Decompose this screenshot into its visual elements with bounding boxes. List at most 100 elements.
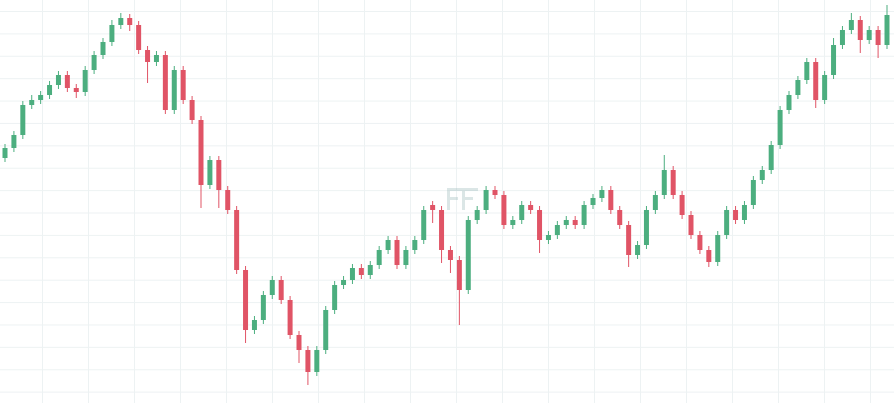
candle-body xyxy=(786,95,792,110)
candle-body xyxy=(465,220,471,290)
candle-body xyxy=(109,25,115,42)
candle-body xyxy=(741,205,747,220)
watermark-logo xyxy=(447,188,478,210)
candle-body xyxy=(367,265,373,275)
candle-body xyxy=(866,30,872,40)
candle-body xyxy=(189,100,195,120)
candle-body xyxy=(376,250,382,265)
candle-body xyxy=(269,280,275,295)
candle-body xyxy=(251,320,257,330)
candle-body xyxy=(91,55,97,70)
candle-body xyxy=(118,18,124,25)
candle-body xyxy=(136,25,142,50)
candle-body xyxy=(608,190,614,210)
candle-body xyxy=(341,280,347,285)
candle-body xyxy=(403,250,409,265)
candle-body xyxy=(430,205,436,210)
candle-body xyxy=(750,180,756,205)
candle-body xyxy=(447,250,453,260)
candle-body xyxy=(528,205,534,210)
candle-body xyxy=(243,270,249,330)
candle-body xyxy=(38,95,44,100)
candle-body xyxy=(706,250,712,262)
candle-body xyxy=(715,235,721,262)
candle-body xyxy=(314,350,320,372)
candle-body xyxy=(813,62,819,100)
candle-body xyxy=(421,210,427,240)
candle-body xyxy=(394,240,400,265)
candle-body xyxy=(287,300,293,335)
candle-body xyxy=(501,195,507,225)
candle-body xyxy=(848,20,854,30)
candle-body xyxy=(670,170,676,195)
candle-body xyxy=(563,220,569,225)
candle-body xyxy=(643,210,649,245)
candle-body xyxy=(617,210,623,225)
candle-body xyxy=(20,105,26,135)
candle-body xyxy=(225,190,231,210)
candle-body xyxy=(545,235,551,240)
candle-body xyxy=(884,15,890,45)
candle-body xyxy=(635,245,641,255)
candle-body xyxy=(697,235,703,250)
candle-body xyxy=(492,190,498,195)
candle-body xyxy=(127,18,133,25)
candle-body xyxy=(599,190,605,198)
candle-body xyxy=(519,205,525,220)
candle-body xyxy=(831,45,837,75)
candle-body xyxy=(733,210,739,220)
candle-body xyxy=(47,85,53,95)
candle-body xyxy=(55,75,61,85)
candle-body xyxy=(323,310,329,350)
candle-body xyxy=(234,210,240,270)
candle-body xyxy=(590,198,596,205)
candle-body xyxy=(100,42,106,55)
candle-body xyxy=(64,75,70,88)
candle-body xyxy=(759,170,765,180)
candle-body xyxy=(724,210,730,235)
candle-body xyxy=(73,88,79,92)
candle-body xyxy=(153,55,159,62)
candle-body xyxy=(180,70,186,100)
candle-body xyxy=(439,210,445,250)
candle-body xyxy=(777,110,783,145)
candle-body xyxy=(198,120,204,185)
candle-body xyxy=(29,100,35,105)
candle-body xyxy=(804,62,810,80)
candle-body xyxy=(554,225,560,235)
candle-body xyxy=(11,135,17,148)
candle-body xyxy=(661,170,667,195)
candle-body xyxy=(822,75,828,100)
candle-body xyxy=(162,55,168,110)
candle-body xyxy=(652,195,658,210)
candle-body xyxy=(768,145,774,170)
candle-body xyxy=(572,220,578,225)
candle-body xyxy=(332,285,338,310)
candle-body xyxy=(305,350,311,372)
candle-body xyxy=(857,20,863,40)
candle-body xyxy=(207,160,213,185)
candle-body xyxy=(145,50,151,62)
candle-body xyxy=(474,210,480,220)
candle-body xyxy=(581,205,587,225)
candle-body xyxy=(296,335,302,350)
candle-body xyxy=(412,240,418,250)
candle-body xyxy=(626,225,632,255)
candle-body xyxy=(839,30,845,45)
candle-body xyxy=(260,295,266,320)
candle-body xyxy=(358,268,364,275)
candle-body xyxy=(679,195,685,215)
candle-body xyxy=(349,268,355,280)
candle-body xyxy=(537,210,543,240)
candle-body xyxy=(688,215,694,235)
candle-body xyxy=(385,240,391,250)
candle-body xyxy=(2,148,8,158)
candle-body xyxy=(82,70,88,92)
candle-body xyxy=(216,160,222,190)
candle-body xyxy=(483,190,489,210)
candle-body xyxy=(456,260,462,290)
candle-body xyxy=(171,70,177,110)
candle-body xyxy=(795,80,801,95)
